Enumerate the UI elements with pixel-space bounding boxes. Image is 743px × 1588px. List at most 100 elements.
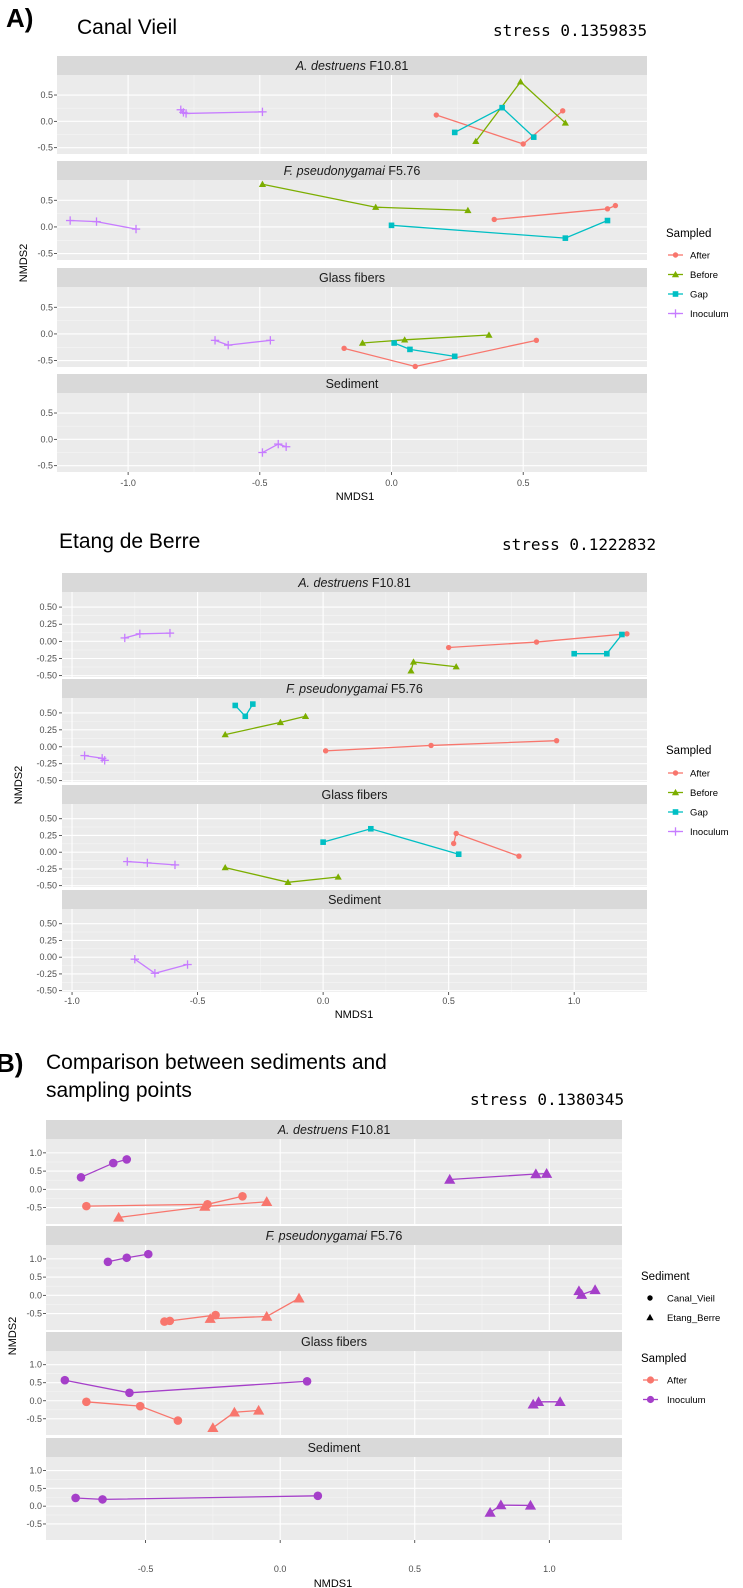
y-tick-label: 0.50 <box>39 708 57 718</box>
data-point-circle <box>103 1257 113 1267</box>
legend-entry-after: After <box>643 1376 687 1387</box>
series-after <box>445 631 630 651</box>
series-gap <box>571 631 625 657</box>
panel-background <box>62 592 647 677</box>
facet-label-italic: F. pseudonygamai <box>284 164 386 178</box>
data-point-plus <box>135 629 145 639</box>
series-inoculum <box>123 857 180 870</box>
panel-background <box>57 287 647 367</box>
y-tick-label: -0.5 <box>26 1519 42 1529</box>
data-point-plus <box>80 751 89 760</box>
facet-label-rest: Glass fibers <box>301 1335 367 1349</box>
facet-label-rest: Sediment <box>328 893 381 907</box>
y-tick-label: 0.0 <box>40 222 53 232</box>
facet-strip <box>57 268 647 287</box>
data-point-circle <box>122 1253 132 1263</box>
data-point-triangle <box>258 180 267 187</box>
legend-entry-label: Canal_Vieil <box>667 1294 715 1305</box>
data-point-triangle <box>358 339 367 346</box>
data-point-circle <box>108 1158 118 1168</box>
facet-strip <box>46 1226 622 1245</box>
data-point-square <box>672 291 679 297</box>
legend-entry-label: After <box>667 1376 687 1387</box>
y-tick-label: 0.25 <box>39 725 57 735</box>
panel-background <box>46 1245 622 1330</box>
data-point-triangle <box>261 1310 273 1321</box>
data-point-square <box>619 631 625 638</box>
data-point-square <box>391 340 397 346</box>
series-inoculum-circle <box>60 1375 312 1398</box>
facet-f10-81-a-destruens: A. destruens F10.81 -0.5 0.0 0.5 1.0 <box>26 1120 622 1224</box>
data-point-plus <box>150 969 160 978</box>
series-after <box>322 737 560 754</box>
data-point-plus <box>274 439 283 449</box>
data-point-circle <box>211 1310 220 1320</box>
data-point-triangle <box>472 137 480 145</box>
data-point-square <box>320 839 326 845</box>
series-inoculum <box>210 336 275 350</box>
series-inoculum <box>80 751 109 765</box>
legend-entry-label: After <box>690 251 710 262</box>
facet-label-italic: A. destruens <box>297 576 368 590</box>
facet-label: A. destruens F10.81 <box>277 1123 391 1137</box>
chart-title-line-1: Comparison between sediments and <box>46 1051 387 1074</box>
facet-f5-76-f-pseudonygamai: F. pseudonygamai F5.76 -0.5 0.0 0.5 <box>37 161 647 260</box>
series-after-circle <box>160 1310 220 1326</box>
data-point-plus <box>165 628 175 638</box>
data-point-circle <box>122 1155 132 1164</box>
panel-background <box>62 909 647 992</box>
data-point-triangle <box>589 1284 601 1295</box>
legend-sampled: Sampled After Before Gap Inoculum <box>666 745 729 838</box>
data-point-triangle <box>532 1396 545 1407</box>
y-axis-label: NMDS2 <box>18 244 30 283</box>
y-tick-label: 0.50 <box>39 919 57 929</box>
facet-strip <box>57 161 647 180</box>
y-tick-label: 0.50 <box>39 814 57 824</box>
data-point-circle <box>322 748 329 754</box>
series-gap <box>232 701 256 720</box>
data-point-square <box>571 650 577 657</box>
x-tick-label: 1.0 <box>568 996 581 1006</box>
legend-entry-before: Before <box>668 788 718 799</box>
panel-background <box>57 180 647 260</box>
series-after-triangle <box>204 1292 305 1323</box>
data-point-plus <box>258 448 267 457</box>
facet-label: F. pseudonygamai F5.76 <box>286 682 423 696</box>
legend-entry-gap: Gap <box>668 808 708 819</box>
y-tick-label: 0.0 <box>29 1396 42 1406</box>
data-point-circle <box>612 202 619 209</box>
facet-label: A. destruens F10.81 <box>297 576 411 590</box>
facet-label-rest: F5.76 <box>385 164 420 178</box>
data-point-triangle <box>484 1506 496 1517</box>
x-tick-label: 0.5 <box>517 478 530 488</box>
y-tick-label: 0.50 <box>39 602 57 612</box>
facet-strip <box>62 573 647 592</box>
data-point-circle <box>516 853 522 859</box>
data-point-triangle <box>495 1499 507 1510</box>
series-before <box>221 712 310 738</box>
y-tick-label: -0.25 <box>36 653 57 663</box>
data-point-plus <box>183 960 192 969</box>
facet-label-italic: F. pseudonygamai <box>286 682 388 696</box>
series-inoculum-triangle <box>444 1168 553 1184</box>
data-point-triangle <box>228 1406 241 1417</box>
y-tick-label: -0.50 <box>36 671 57 681</box>
legend-entry-etang-berre: Etang_Berre <box>646 1313 720 1324</box>
x-tick-label: -0.5 <box>252 478 268 488</box>
data-point-plus <box>266 336 275 345</box>
facet-label: Sediment <box>326 377 379 391</box>
data-point-triangle <box>464 206 472 214</box>
y-tick-label: -0.25 <box>36 864 57 874</box>
facet-strip <box>46 1120 622 1139</box>
series-inoculum-triangle <box>573 1284 601 1299</box>
facet-label-rest: Sediment <box>326 377 379 391</box>
y-tick-label: 0.5 <box>29 1166 42 1176</box>
legend-sediment: Sediment Canal_Vieil Etang_Berre <box>641 1271 720 1324</box>
legend-entry-inoculum: Inoculum <box>668 309 729 320</box>
data-point-triangle <box>407 667 415 674</box>
facet-f10-81-a-destruens: A. destruens F10.81 -0.50 -0.25 0.00 0.25 0.5… <box>36 573 647 681</box>
y-tick-label: -0.5 <box>37 143 53 153</box>
data-point-square <box>451 353 458 360</box>
data-point-square <box>407 346 413 353</box>
data-point-triangle <box>530 1168 542 1179</box>
